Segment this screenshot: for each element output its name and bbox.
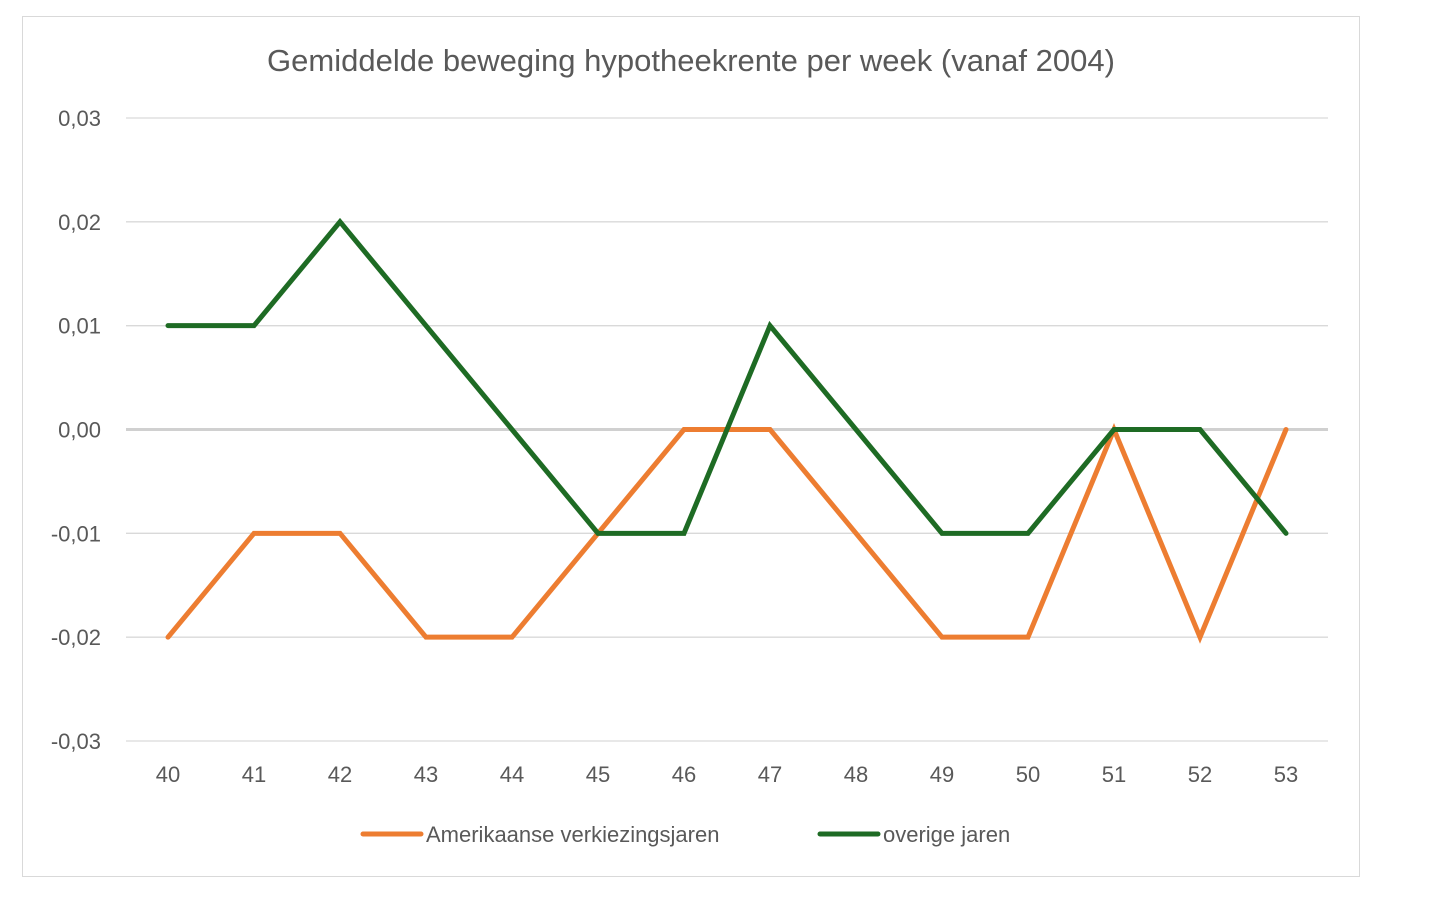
- y-axis-tick-labels: 0,03 0,02 0,01 0,00 -0,01 -0,02 -0,03: [51, 106, 101, 754]
- x-tick-label: 51: [1102, 762, 1126, 787]
- x-tick-label: 41: [242, 762, 266, 787]
- x-tick-label: 40: [156, 762, 180, 787]
- series-lines: [165, 217, 1289, 644]
- y-tick-label: -0,02: [51, 625, 101, 650]
- legend-label-0: Amerikaanse verkiezingsjaren: [426, 822, 719, 847]
- y-tick-label: -0,01: [51, 521, 101, 546]
- x-tick-label: 52: [1188, 762, 1212, 787]
- x-tick-label: 46: [672, 762, 696, 787]
- y-tick-label: -0,03: [51, 729, 101, 754]
- x-tick-label: 43: [414, 762, 438, 787]
- x-tick-label: 48: [844, 762, 868, 787]
- series-line-1: [165, 217, 1289, 536]
- y-tick-label: 0,01: [58, 314, 101, 339]
- x-tick-label: 45: [586, 762, 610, 787]
- x-tick-label: 44: [500, 762, 524, 787]
- x-axis-tick-labels: 40 41 42 43 44 45 46 47 48 49 50 51 52 53: [156, 762, 1298, 787]
- x-tick-label: 53: [1274, 762, 1298, 787]
- y-tick-label: 0,03: [58, 106, 101, 131]
- legend-label-1: overige jaren: [883, 822, 1010, 847]
- x-tick-label: 50: [1016, 762, 1040, 787]
- y-tick-label: 0,00: [58, 418, 101, 443]
- chart-title: Gemiddelde beweging hypotheekrente per w…: [267, 43, 1115, 78]
- y-tick-label: 0,02: [58, 210, 101, 235]
- legend: Amerikaanse verkiezingsjaren overige jare…: [360, 822, 1010, 847]
- chart-frame: [22, 16, 1360, 877]
- x-tick-label: 42: [328, 762, 352, 787]
- x-tick-label: 49: [930, 762, 954, 787]
- x-tick-label: 47: [758, 762, 782, 787]
